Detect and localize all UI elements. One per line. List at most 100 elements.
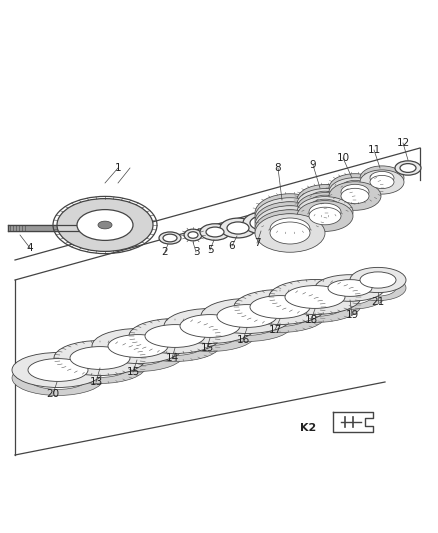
Ellipse shape xyxy=(395,161,421,175)
Text: K2: K2 xyxy=(300,423,316,433)
Ellipse shape xyxy=(206,227,224,237)
Ellipse shape xyxy=(54,341,146,375)
Ellipse shape xyxy=(255,202,325,240)
Ellipse shape xyxy=(255,210,325,248)
Ellipse shape xyxy=(145,325,205,348)
Ellipse shape xyxy=(360,166,404,190)
Text: 1: 1 xyxy=(115,163,121,173)
Ellipse shape xyxy=(180,322,240,345)
Ellipse shape xyxy=(220,218,256,238)
Ellipse shape xyxy=(360,170,404,194)
Text: 8: 8 xyxy=(275,163,281,173)
Ellipse shape xyxy=(250,304,310,326)
Ellipse shape xyxy=(89,221,105,229)
Text: 18: 18 xyxy=(304,315,318,325)
Ellipse shape xyxy=(77,209,133,240)
Ellipse shape xyxy=(255,194,325,232)
Ellipse shape xyxy=(163,234,177,242)
Ellipse shape xyxy=(180,314,240,337)
Ellipse shape xyxy=(188,232,198,238)
Ellipse shape xyxy=(315,282,385,309)
Text: 11: 11 xyxy=(367,145,381,155)
Text: 12: 12 xyxy=(396,138,410,148)
Text: 14: 14 xyxy=(166,353,179,363)
Ellipse shape xyxy=(269,287,361,322)
Ellipse shape xyxy=(285,294,345,317)
Ellipse shape xyxy=(350,276,406,301)
Ellipse shape xyxy=(360,272,396,288)
Ellipse shape xyxy=(92,336,184,372)
Ellipse shape xyxy=(184,229,202,241)
Text: 6: 6 xyxy=(229,241,235,251)
Ellipse shape xyxy=(200,224,230,240)
Ellipse shape xyxy=(341,188,369,204)
Ellipse shape xyxy=(270,202,310,224)
Ellipse shape xyxy=(341,180,369,196)
Ellipse shape xyxy=(328,280,372,296)
Ellipse shape xyxy=(12,352,104,387)
Ellipse shape xyxy=(159,232,181,244)
Ellipse shape xyxy=(370,175,394,189)
Text: 2: 2 xyxy=(162,247,168,257)
Ellipse shape xyxy=(297,200,353,231)
Ellipse shape xyxy=(329,177,381,206)
Ellipse shape xyxy=(309,207,341,225)
Text: 4: 4 xyxy=(27,243,33,253)
Text: 9: 9 xyxy=(310,160,316,170)
Ellipse shape xyxy=(350,268,406,293)
Ellipse shape xyxy=(28,367,88,390)
Ellipse shape xyxy=(243,212,283,234)
Ellipse shape xyxy=(270,218,310,240)
Ellipse shape xyxy=(164,317,256,351)
Ellipse shape xyxy=(145,333,205,356)
Text: 16: 16 xyxy=(237,335,250,345)
Text: 3: 3 xyxy=(193,247,199,257)
Ellipse shape xyxy=(270,206,310,228)
Ellipse shape xyxy=(217,312,277,335)
Ellipse shape xyxy=(297,192,353,223)
Ellipse shape xyxy=(108,343,168,366)
Text: 21: 21 xyxy=(371,297,385,307)
Ellipse shape xyxy=(201,306,293,342)
Ellipse shape xyxy=(341,184,369,200)
Ellipse shape xyxy=(234,297,326,333)
Ellipse shape xyxy=(370,172,394,184)
Ellipse shape xyxy=(92,328,184,364)
Text: 17: 17 xyxy=(268,325,282,335)
Ellipse shape xyxy=(57,199,153,252)
Ellipse shape xyxy=(270,222,310,244)
Ellipse shape xyxy=(98,221,112,229)
Ellipse shape xyxy=(28,359,88,382)
Ellipse shape xyxy=(255,206,325,244)
Ellipse shape xyxy=(255,214,325,252)
Ellipse shape xyxy=(309,191,341,209)
Text: 20: 20 xyxy=(46,389,60,399)
Ellipse shape xyxy=(328,288,372,304)
Ellipse shape xyxy=(54,349,146,383)
Ellipse shape xyxy=(309,195,341,213)
Text: 19: 19 xyxy=(346,310,359,320)
Ellipse shape xyxy=(269,279,361,314)
Ellipse shape xyxy=(250,296,310,318)
Ellipse shape xyxy=(201,298,293,334)
Text: 13: 13 xyxy=(89,377,102,387)
Ellipse shape xyxy=(129,327,221,361)
Ellipse shape xyxy=(270,214,310,236)
Ellipse shape xyxy=(297,189,353,220)
Ellipse shape xyxy=(12,360,104,395)
Ellipse shape xyxy=(309,199,341,217)
Text: 15: 15 xyxy=(200,343,214,353)
Ellipse shape xyxy=(70,346,130,369)
Ellipse shape xyxy=(234,289,326,325)
Ellipse shape xyxy=(297,184,353,215)
Text: 7: 7 xyxy=(254,238,260,248)
Text: 5: 5 xyxy=(207,245,213,255)
Ellipse shape xyxy=(270,210,310,232)
Ellipse shape xyxy=(400,164,416,172)
Ellipse shape xyxy=(129,319,221,353)
Text: 15: 15 xyxy=(127,367,140,377)
Ellipse shape xyxy=(329,174,381,203)
Ellipse shape xyxy=(329,182,381,211)
Ellipse shape xyxy=(360,280,396,296)
Ellipse shape xyxy=(309,203,341,221)
